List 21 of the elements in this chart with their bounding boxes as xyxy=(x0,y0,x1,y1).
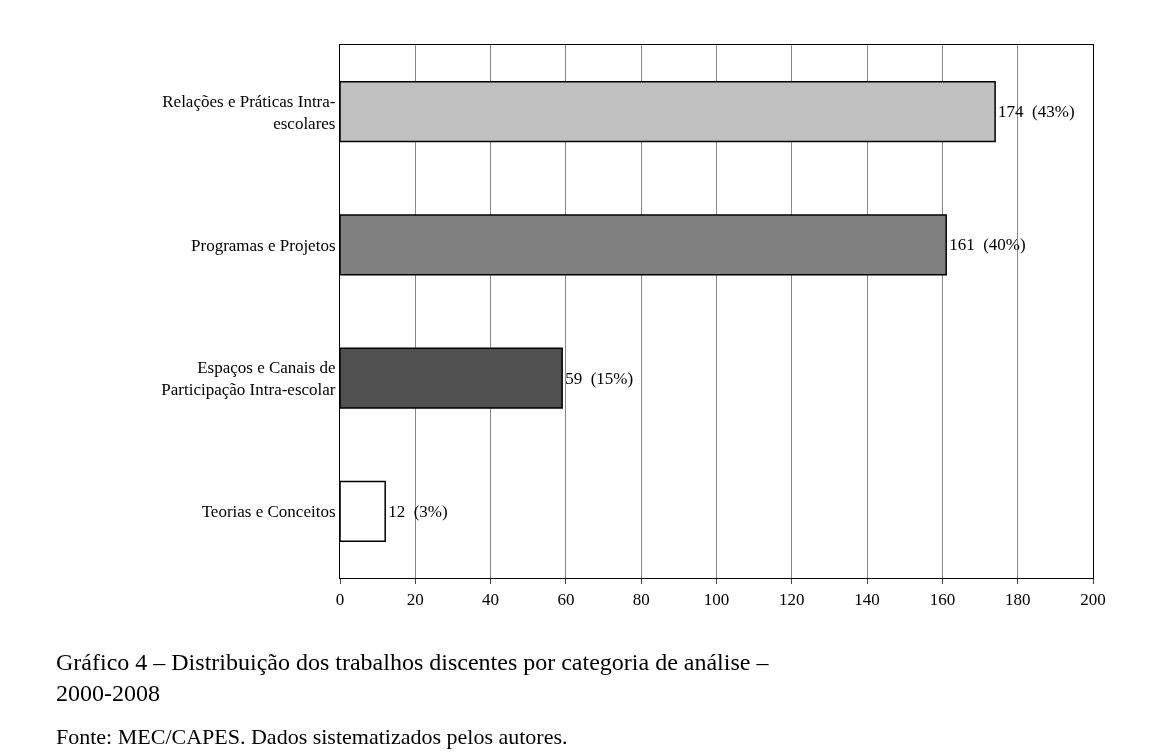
source-note: Fonte: MEC/CAPES. Dados sistematizados pelos autores. xyxy=(56,724,568,749)
x-tick-label: 80 xyxy=(632,589,650,609)
text: Gráfico 4 – Distribuição dos trabalhos discentes por categoria de análise – 2000-2008 xyxy=(56,649,770,707)
x-tick-label: 120 xyxy=(779,589,805,609)
x-tick-label: 40 xyxy=(482,589,500,609)
y-tick-label: Espaços e Canais de Participação Intra-escolar xyxy=(161,358,336,400)
data-label: 174 (43%) xyxy=(998,102,1075,122)
data-label: 161 (40%) xyxy=(949,235,1026,255)
data-label: 59 (15%) xyxy=(565,368,634,388)
x-tick-label: 140 xyxy=(854,589,880,609)
x-tick-label: 60 xyxy=(557,589,575,609)
x-tick-label: 20 xyxy=(406,589,424,609)
y-tick-label: Relações e Práticas Intra- escolares xyxy=(162,91,336,133)
x-tick-label: 200 xyxy=(1080,589,1106,609)
x-tick-label: 160 xyxy=(929,589,956,609)
y-tick-label: Programas e Projetos xyxy=(191,235,336,255)
data-label: 12 (3%) xyxy=(388,501,448,521)
x-tick-label: 0 xyxy=(335,589,345,609)
x-tick-label: 180 xyxy=(1004,589,1031,609)
y-tick-label: Teorias e Conceitos xyxy=(201,502,336,522)
x-tick-label: 100 xyxy=(703,589,730,609)
